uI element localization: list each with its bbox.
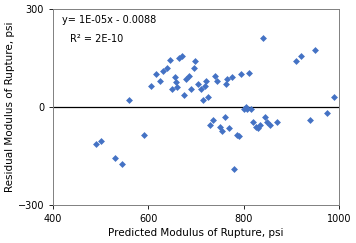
Point [255, 126, 261, 130]
Point [231, 167, 237, 171]
Point [331, 95, 337, 99]
Point [236, 134, 242, 138]
Point [308, 118, 313, 122]
Text: R² = 2E-10: R² = 2E-10 [70, 34, 124, 44]
Point [195, 82, 201, 86]
Point [98, 139, 104, 143]
Point [298, 54, 304, 58]
Point [265, 120, 270, 123]
Point [173, 80, 179, 84]
Point [253, 125, 258, 129]
Point [148, 84, 154, 88]
Point [229, 76, 235, 79]
Point [167, 58, 173, 61]
Point [223, 82, 229, 86]
Point [126, 98, 132, 102]
Point [243, 105, 249, 109]
Point [202, 84, 208, 88]
Point [241, 107, 246, 111]
Point [198, 87, 204, 91]
Point [164, 66, 170, 70]
Point [177, 56, 182, 60]
Point [245, 107, 250, 111]
Point [224, 77, 230, 81]
Point [157, 79, 163, 83]
Point [248, 107, 253, 111]
Point [212, 74, 218, 78]
Point [186, 74, 192, 78]
Text: y= 1E-05x - 0.0088: y= 1E-05x - 0.0088 [62, 15, 156, 25]
Point [217, 125, 223, 129]
Point [234, 133, 239, 137]
Point [119, 162, 125, 166]
Point [262, 115, 268, 119]
Point [267, 123, 273, 127]
Y-axis label: Residual Modulus of Rupture, psi: Residual Modulus of Rupture, psi [5, 22, 15, 192]
Point [215, 79, 220, 83]
Point [257, 123, 263, 127]
Point [93, 143, 99, 147]
Point [222, 115, 227, 119]
Point [246, 71, 252, 75]
Point [160, 69, 166, 73]
Point [179, 54, 185, 58]
Point [239, 72, 244, 76]
Point [200, 98, 206, 102]
Point [183, 77, 188, 81]
Point [174, 85, 180, 89]
Point [210, 118, 215, 122]
Point [205, 95, 211, 99]
Point [260, 36, 266, 40]
X-axis label: Predicted Modulus of Rupture, psi: Predicted Modulus of Rupture, psi [108, 228, 284, 238]
Point [312, 48, 318, 52]
Point [181, 94, 187, 97]
Point [169, 87, 175, 91]
Point [219, 130, 225, 133]
Point [188, 87, 194, 91]
Point [203, 79, 208, 83]
Point [153, 72, 158, 76]
Point [274, 120, 280, 123]
Point [191, 66, 197, 70]
Point [226, 126, 232, 130]
Point [208, 123, 213, 127]
Point [250, 120, 256, 123]
Point [172, 76, 177, 79]
Point [293, 59, 299, 63]
Point [192, 59, 198, 63]
Point [324, 112, 330, 115]
Point [112, 156, 118, 159]
Point [141, 133, 146, 137]
